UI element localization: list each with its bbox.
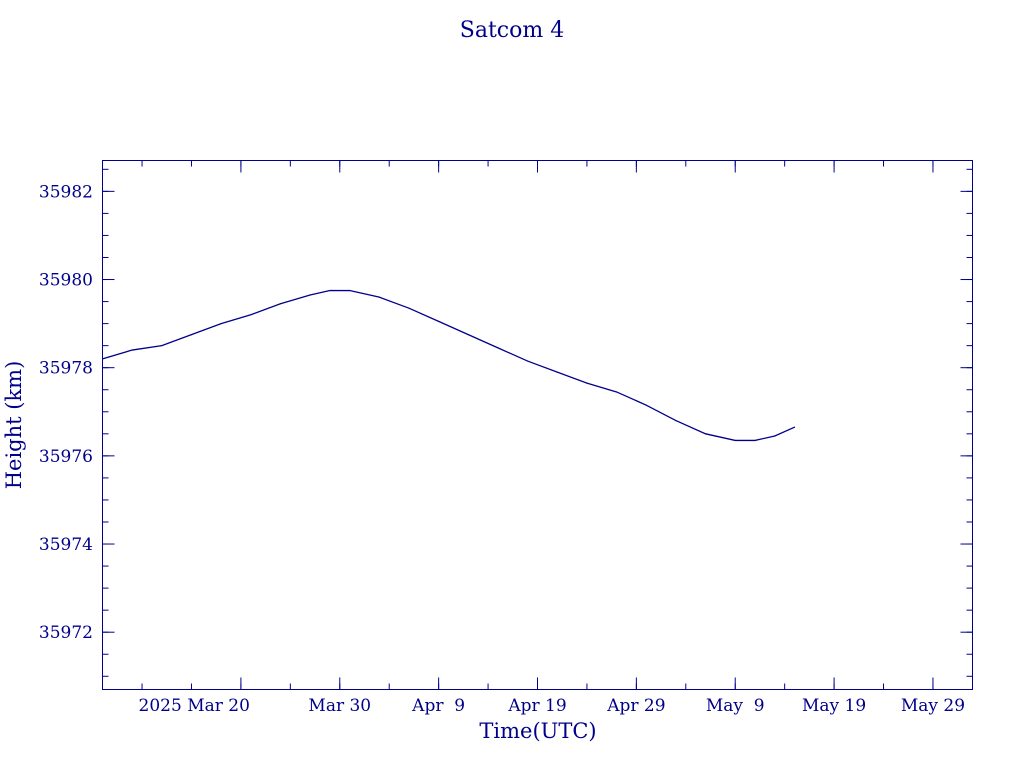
data-point [497, 347, 499, 349]
plot-frame [102, 160, 973, 690]
data-point [250, 314, 252, 316]
y-axis-label: Height (km) [2, 361, 26, 490]
x-tick-label: Apr 9 [411, 696, 465, 716]
x-axis-label: Time(UTC) [479, 719, 596, 743]
data-point [101, 358, 104, 360]
data-point [279, 303, 282, 305]
chart-title: Satcom 4 [460, 18, 564, 43]
data-point [793, 426, 796, 428]
series-line [102, 289, 795, 442]
series-group [101, 289, 796, 442]
axis-ticks [102, 160, 973, 690]
data-point [754, 439, 756, 442]
x-tick-label: May 9 [706, 696, 765, 716]
x-tick-label: Apr 29 [606, 696, 665, 716]
y-tick-label: 35980 [39, 271, 93, 291]
data-point [378, 296, 380, 298]
x-tick-label: Mar 30 [308, 696, 371, 716]
data-point [467, 334, 469, 336]
data-point [309, 294, 311, 296]
data-point [161, 345, 163, 347]
data-point [615, 391, 618, 393]
data-point [586, 382, 588, 384]
x-tick-label: 2025 Mar 20 [139, 696, 250, 716]
y-tick-label: 35974 [39, 535, 93, 555]
y-tick-label: 35978 [39, 359, 93, 379]
data-point [774, 435, 776, 437]
data-point [190, 334, 193, 336]
data-point [675, 419, 677, 422]
x-tick-label: May 29 [901, 696, 965, 716]
x-tick-label: Apr 19 [507, 696, 566, 716]
data-point [220, 323, 222, 325]
data-point [734, 439, 736, 442]
axis-tick-labels: 2025 Mar 20 Mar 30 Apr 9 Apr 19 Apr 29 May 9 M… [39, 182, 965, 716]
y-tick-label: 35982 [39, 182, 93, 202]
data-point [329, 289, 331, 292]
y-tick-label: 35972 [39, 623, 93, 643]
data-point [408, 307, 410, 309]
data-point [704, 433, 707, 435]
data-point [527, 360, 529, 362]
data-point [131, 349, 133, 351]
x-tick-label: May 19 [802, 696, 866, 716]
data-point [349, 289, 351, 292]
data-point [556, 371, 558, 373]
data-point [438, 320, 440, 322]
y-tick-label: 35976 [39, 447, 93, 467]
data-point [645, 404, 647, 406]
